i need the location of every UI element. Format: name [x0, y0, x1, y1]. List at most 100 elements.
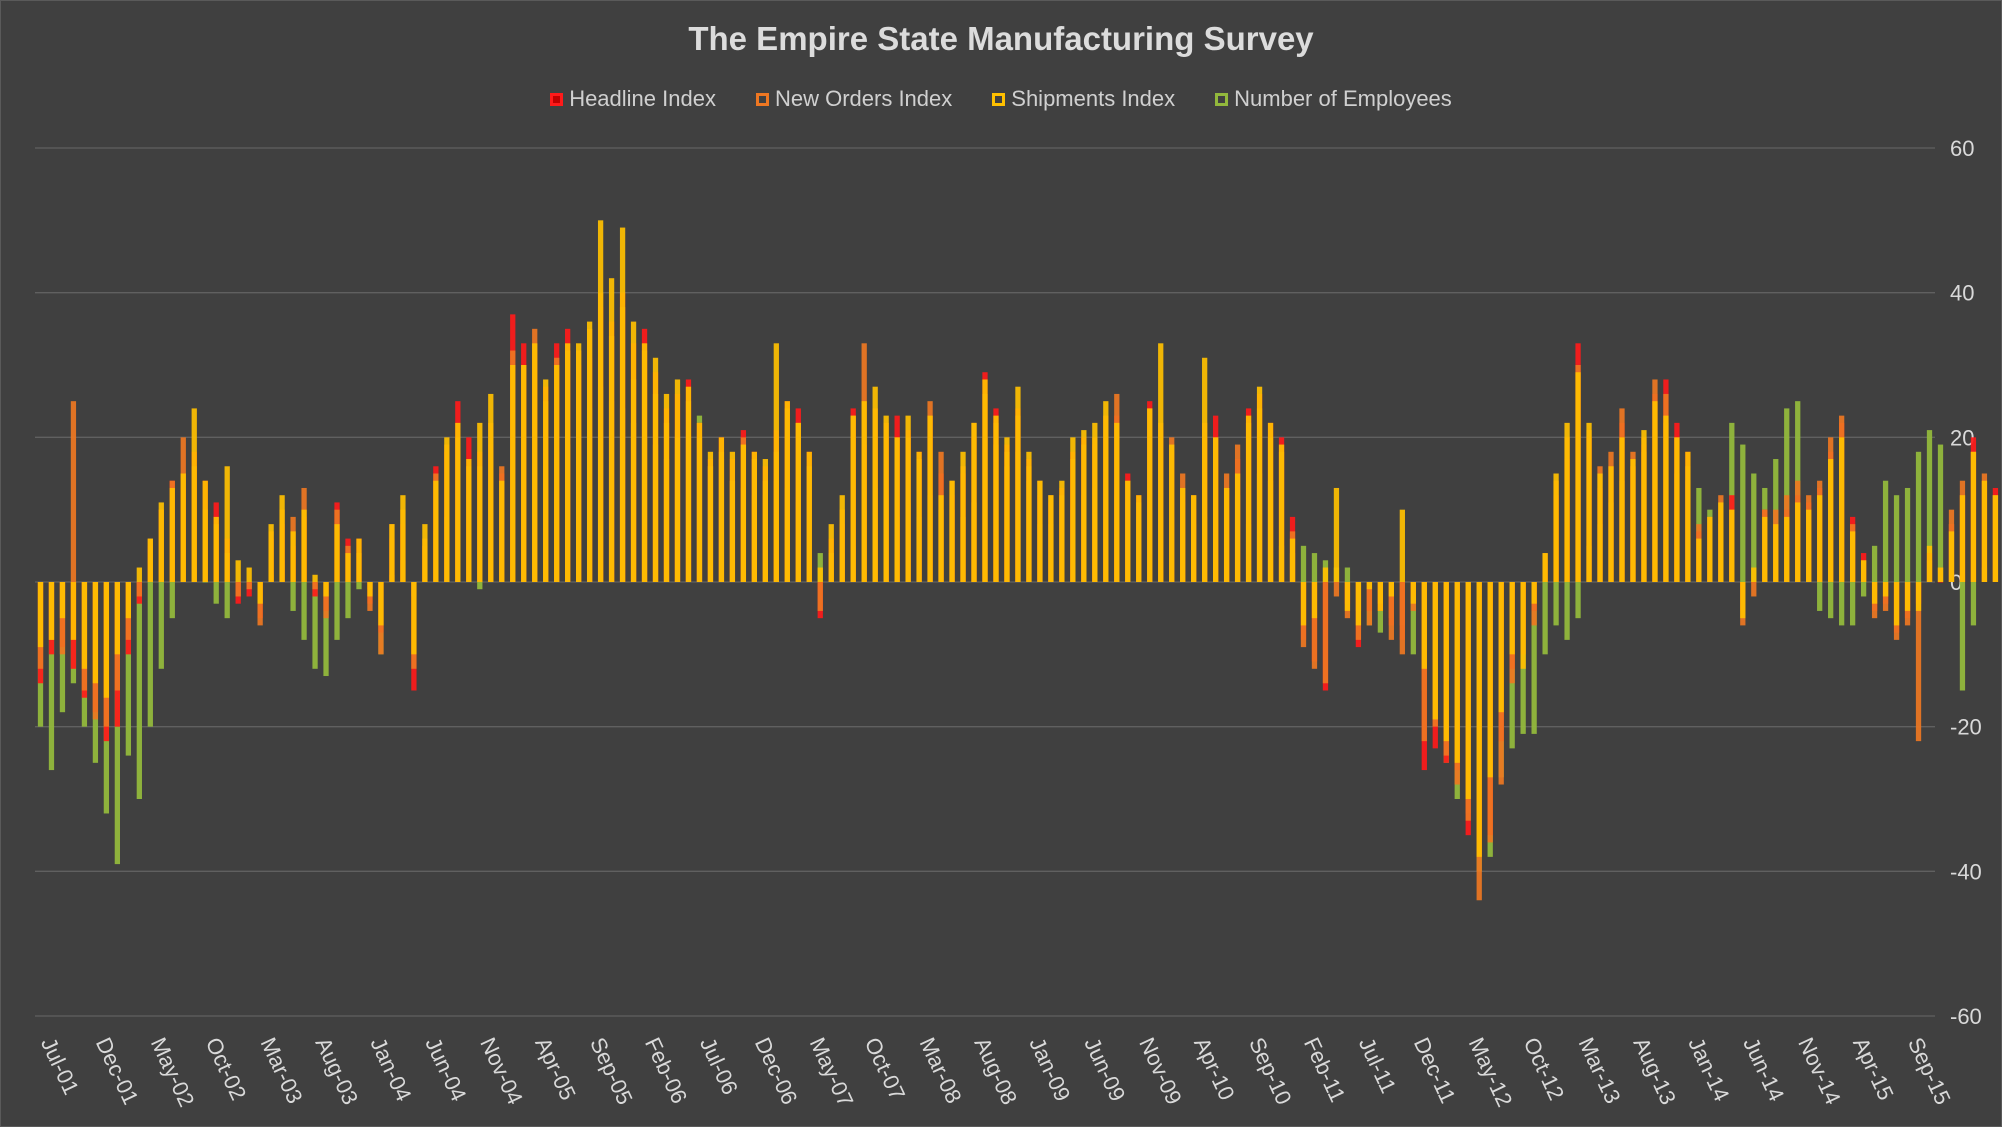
legend-item: New Orders Index — [755, 86, 953, 112]
bar-shipments-index — [1751, 567, 1757, 582]
bar-shipments-index — [1147, 408, 1153, 582]
bar-number-of-employees — [312, 582, 318, 669]
bar-shipments-index — [707, 451, 714, 582]
bar-shipments-index — [1729, 509, 1735, 582]
bar-shipments-index — [1893, 582, 1900, 626]
bar-shipments-index — [136, 567, 142, 582]
bar-shipments-index — [751, 451, 757, 582]
x-tick-label: Oct-07 — [860, 1034, 911, 1104]
bar-number-of-employees — [477, 582, 483, 590]
bar-shipments-index — [1311, 582, 1318, 619]
bar-new-orders-index — [1366, 582, 1373, 626]
bar-shipments-index — [1696, 538, 1702, 582]
bar-shipments-index — [1059, 480, 1065, 582]
bar-number-of-employees — [1915, 451, 1922, 582]
bar-shipments-index — [1586, 422, 1592, 582]
bar-shipments-index — [81, 582, 88, 669]
bar-shipments-index — [839, 495, 845, 582]
x-tick-label: Nov-09 — [1134, 1034, 1187, 1109]
bar-shipments-index — [586, 321, 593, 582]
bar-shipments-index — [1970, 451, 1977, 582]
bar-shipments-index — [510, 365, 516, 582]
bar-number-of-employees — [1937, 444, 1944, 582]
bar-shipments-index — [158, 502, 164, 582]
legend-label: Headline Index — [569, 86, 716, 111]
bar-shipments-index — [685, 386, 692, 582]
bar-number-of-employees — [1959, 582, 1966, 691]
y-tick-label: 60 — [1950, 136, 1974, 161]
bar-new-orders-index — [1322, 582, 1329, 684]
bar-shipments-index — [147, 538, 153, 582]
bar-shipments-index — [1399, 509, 1405, 582]
bar-shipments-index — [850, 415, 856, 582]
x-tick-label: Apr-15 — [1848, 1034, 1899, 1104]
bar-shipments-index — [576, 343, 582, 582]
bar-number-of-employees — [1564, 582, 1570, 640]
legend-swatch — [992, 92, 1006, 106]
bar-new-orders-index — [1399, 582, 1405, 655]
bar-number-of-employees — [323, 582, 329, 677]
bar-shipments-index — [48, 582, 55, 640]
bar-shipments-index — [1015, 386, 1021, 582]
x-tick-label: Aug-08 — [969, 1034, 1022, 1109]
bar-shipments-index — [1070, 437, 1076, 582]
bar-number-of-employees — [1410, 582, 1416, 655]
bar-shipments-index — [1652, 401, 1658, 582]
bar-shipments-index — [1795, 502, 1801, 582]
bar-shipments-index — [422, 524, 428, 582]
bar-shipments-index — [608, 278, 615, 582]
bar-shipments-index — [257, 582, 263, 604]
legend-label: New Orders Index — [774, 86, 953, 111]
bar-shipments-index — [114, 582, 120, 655]
bar-shipments-index — [1136, 495, 1142, 582]
x-tick-label: Sep-05 — [585, 1034, 638, 1109]
bar-shipments-index — [1806, 509, 1812, 582]
bar-number-of-employees — [1542, 582, 1548, 655]
bar-shipments-index — [1114, 422, 1120, 582]
bar-shipments-index — [411, 582, 417, 655]
bar-shipments-index — [1849, 531, 1856, 582]
bar-number-of-employees — [48, 582, 55, 771]
bar-shipments-index — [1740, 582, 1746, 619]
bar-number-of-employees — [202, 582, 208, 583]
bar-shipments-index — [1388, 582, 1394, 597]
bar-shipments-index — [1432, 582, 1438, 720]
bar-new-orders-index — [1915, 582, 1922, 742]
bar-shipments-index — [1784, 516, 1790, 582]
bar-shipments-index — [1333, 487, 1340, 582]
bar-number-of-employees — [224, 582, 230, 619]
legend-item: Number of Employees — [1215, 86, 1452, 112]
bar-shipments-index — [1564, 422, 1570, 582]
bar-shipments-index — [125, 582, 131, 619]
bar-number-of-employees — [1531, 582, 1537, 734]
bar-shipments-index — [1092, 422, 1098, 582]
bar-shipments-index — [949, 480, 955, 582]
bar-shipments-index — [356, 538, 362, 582]
bar-shipments-index — [1289, 538, 1296, 582]
bar-shipments-index — [1454, 582, 1460, 763]
bar-shipments-index — [1191, 495, 1197, 582]
x-tick-label: Jan-04 — [365, 1034, 416, 1106]
bar-shipments-index — [554, 365, 560, 582]
bar-shipments-index — [993, 415, 999, 582]
x-tick-label: Nov-14 — [1793, 1034, 1846, 1109]
legend-item: Shipments Index — [992, 86, 1175, 112]
bar-number-of-employees — [1817, 582, 1823, 611]
bar-number-of-employees — [1344, 567, 1351, 582]
bar-shipments-index — [641, 343, 648, 582]
bar-number-of-employees — [1311, 553, 1318, 582]
bar-shipments-index — [455, 422, 461, 582]
bar-shipments-index — [1882, 582, 1889, 597]
x-tick-label: Jan-09 — [1024, 1034, 1075, 1106]
bar-shipments-index — [1597, 473, 1603, 582]
bar-shipments-index — [191, 408, 197, 582]
bar-shipments-index — [466, 459, 472, 582]
bar-number-of-employees — [356, 582, 362, 590]
x-tick-label: Oct-12 — [1519, 1034, 1570, 1104]
bar-shipments-index — [334, 524, 340, 582]
bar-shipments-index — [1377, 582, 1384, 611]
bar-shipments-index — [224, 466, 230, 582]
bar-shipments-index — [630, 321, 637, 582]
bar-shipments-index — [389, 524, 395, 582]
bar-new-orders-index — [1311, 582, 1318, 669]
